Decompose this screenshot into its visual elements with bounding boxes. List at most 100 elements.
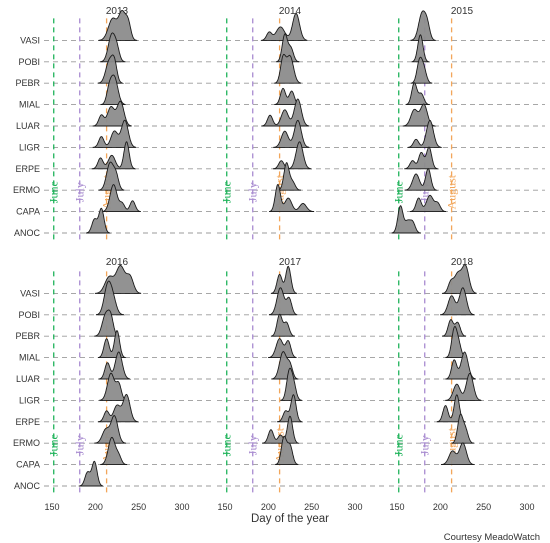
ridge-pobi <box>276 33 300 63</box>
ridge-vasi <box>94 265 142 294</box>
ridge-ermo <box>451 413 475 444</box>
ridge-pebr <box>270 313 296 337</box>
y-tick-mial: MIAL <box>19 100 40 110</box>
ridge-capa <box>100 436 128 466</box>
y-tick-capa: CAPA <box>16 460 40 470</box>
month-label-june: June <box>220 434 234 456</box>
x-tick-300: 300 <box>174 502 189 512</box>
facets-layer: 2013JuneJulyAugust2014JuneJulyAugust2015… <box>44 6 545 494</box>
ridge-mial <box>405 82 430 106</box>
ridge-luar <box>92 100 132 127</box>
month-label-june: June <box>220 181 234 203</box>
ridge-pobi <box>100 32 126 63</box>
facet-title: 2018 <box>451 257 474 268</box>
x-tick-200: 200 <box>433 502 448 512</box>
ridge-mial <box>100 74 126 106</box>
ridge-ermo <box>94 415 127 444</box>
y-tick-vasi: VASI <box>20 288 40 298</box>
facet-title: 2013 <box>106 6 129 17</box>
ridge-erpe <box>91 141 136 170</box>
ridge-ligr <box>92 119 137 148</box>
month-label-july: July <box>73 182 87 202</box>
y-tick-pobi: POBI <box>18 310 40 320</box>
ridge-erpe <box>97 393 140 423</box>
y-tick-capa: CAPA <box>16 207 40 217</box>
ridge-mial <box>268 338 297 359</box>
ridge-anoc <box>78 460 104 487</box>
x-tick-labels: 150 200 250 300 150 200 250 300 150 200 250 300 <box>44 502 534 512</box>
y-tick-ermo: ERMO <box>13 438 40 448</box>
ridge-vasi <box>260 12 308 41</box>
ridge-vasi <box>410 10 436 41</box>
ridge-pobi <box>95 280 125 316</box>
month-label-june: June <box>392 434 406 456</box>
ridge-ligr <box>273 119 310 148</box>
month-label-july: July <box>246 435 260 455</box>
x-tick-300: 300 <box>347 502 362 512</box>
ridge-capa <box>269 184 315 213</box>
y-tick-pebr: PEBR <box>15 78 40 88</box>
ridge-luar <box>261 98 310 127</box>
ridge-ermo <box>404 168 438 191</box>
x-tick-150: 150 <box>217 502 232 512</box>
y-tick-anoc: ANOC <box>14 481 41 491</box>
ridge-anoc <box>85 207 111 234</box>
ridge-pobi <box>411 34 430 63</box>
y-tick-luar: LUAR <box>16 374 41 384</box>
ridge-vasi <box>270 265 298 294</box>
ridge-pebr <box>274 53 302 84</box>
facet-title: 2017 <box>279 257 302 268</box>
month-label-july: July <box>246 182 260 202</box>
y-tick-erpe: ERPE <box>15 164 40 174</box>
x-tick-250: 250 <box>476 502 491 512</box>
caption: Courtesy MeadoWatch <box>444 532 540 543</box>
facet-title: 2016 <box>106 257 129 268</box>
ridge-ligr <box>407 119 443 148</box>
y-tick-ermo: ERMO <box>13 185 40 195</box>
ridge-vasi <box>98 9 138 41</box>
ridge-pebr <box>410 56 433 84</box>
y-tick-mial: MIAL <box>19 353 40 363</box>
facet-title: 2015 <box>451 6 474 17</box>
x-tick-250: 250 <box>131 502 146 512</box>
month-label-august: August <box>445 174 459 209</box>
month-label-june: June <box>47 434 61 456</box>
ridge-capa <box>101 184 142 213</box>
ridge-pebr <box>94 309 120 337</box>
ridge-ligr <box>280 367 303 401</box>
ridge-mial <box>97 330 127 359</box>
month-label-june: June <box>47 181 61 203</box>
y-tick-erpe: ERPE <box>15 417 40 427</box>
x-axis-title: Day of the year <box>251 513 329 525</box>
ridge-erpe <box>404 146 439 170</box>
ridge-ligr <box>99 372 128 401</box>
y-tick-ligr: LIGR <box>19 142 41 152</box>
ridge-capa <box>440 442 476 466</box>
x-tick-150: 150 <box>44 502 59 512</box>
ridge-pebr <box>97 54 125 84</box>
x-tick-200: 200 <box>261 502 276 512</box>
ridge-pobi <box>440 287 475 316</box>
ridge-luar <box>98 351 132 380</box>
ridge-erpe <box>276 394 303 423</box>
ridge-capa <box>275 435 299 466</box>
ridge-erpe <box>272 141 313 170</box>
y-tick-anoc: ANOC <box>14 228 41 238</box>
month-label-july: July <box>418 435 432 455</box>
ridge-ermo <box>98 161 125 191</box>
ridge-ligr <box>445 372 482 401</box>
x-tick-250: 250 <box>304 502 319 512</box>
ridge-pobi <box>268 287 298 316</box>
y-tick-ligr: LIGR <box>19 395 41 405</box>
facet-title: 2014 <box>279 6 302 17</box>
x-tick-150: 150 <box>389 502 404 512</box>
ridge-capa <box>409 194 447 213</box>
y-tick-vasi: VASI <box>20 35 40 45</box>
ridge-ermo <box>277 162 302 191</box>
y-tick-labels: ANOC CAPA ERMO ERPE LIGR LUAR MIAL PEBR POBI VASI… <box>13 35 40 491</box>
